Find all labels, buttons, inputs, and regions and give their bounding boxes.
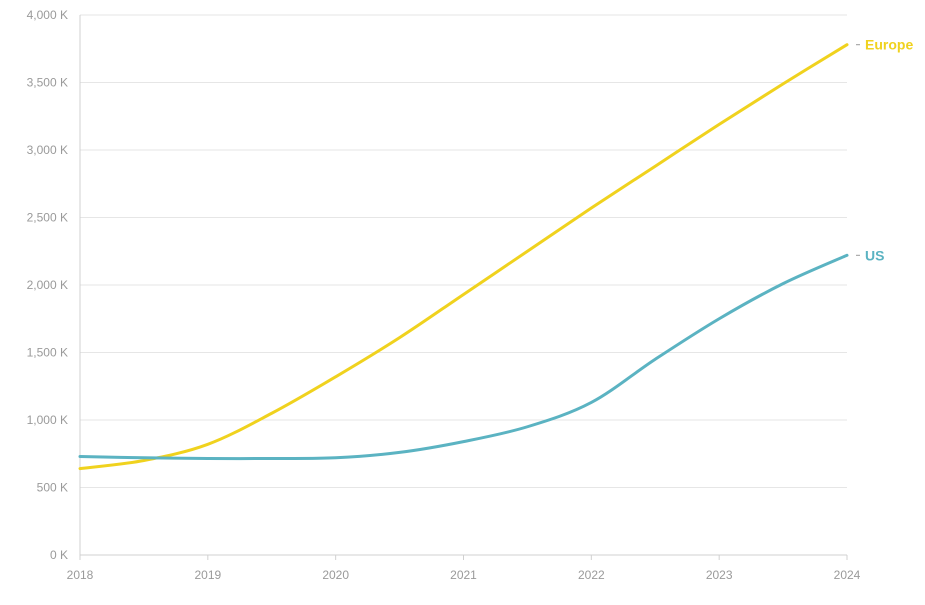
series-line-us [78, 253, 849, 461]
series-line-europe [78, 43, 849, 471]
gridlines [79, 14, 847, 556]
series-lines [78, 43, 849, 471]
y-tick-label: 0 K [50, 548, 68, 562]
x-tick-label: 2022 [578, 568, 605, 582]
y-tick-label: 3,000 K [27, 143, 68, 157]
series-label-europe: Europe [865, 37, 913, 53]
y-tick-label: 500 K [37, 481, 68, 495]
x-tick-label: 2018 [67, 568, 94, 582]
x-tick-label: 2024 [834, 568, 861, 582]
y-tick-label: 1,000 K [27, 413, 68, 427]
x-tick-label: 2021 [450, 568, 477, 582]
y-tick-label: 1,500 K [27, 346, 68, 360]
y-tick-label: 3,500 K [27, 76, 68, 90]
x-tick-label: 2023 [706, 568, 733, 582]
series-end-labels: Europe US [856, 37, 913, 263]
x-tick-label: 2020 [322, 568, 349, 582]
x-axis-ticks: 2018 2019 2020 2021 2022 2023 2024 [67, 555, 861, 582]
series-label-us: US [865, 247, 884, 263]
y-axis-ticks: 0 K 500 K 1,000 K 1,500 K 2,000 K 2,500 K 3,00… [27, 8, 68, 562]
y-tick-label: 2,000 K [27, 278, 68, 292]
y-tick-label: 4,000 K [27, 8, 68, 22]
y-tick-label: 2,500 K [27, 211, 68, 225]
x-tick-label: 2019 [194, 568, 221, 582]
